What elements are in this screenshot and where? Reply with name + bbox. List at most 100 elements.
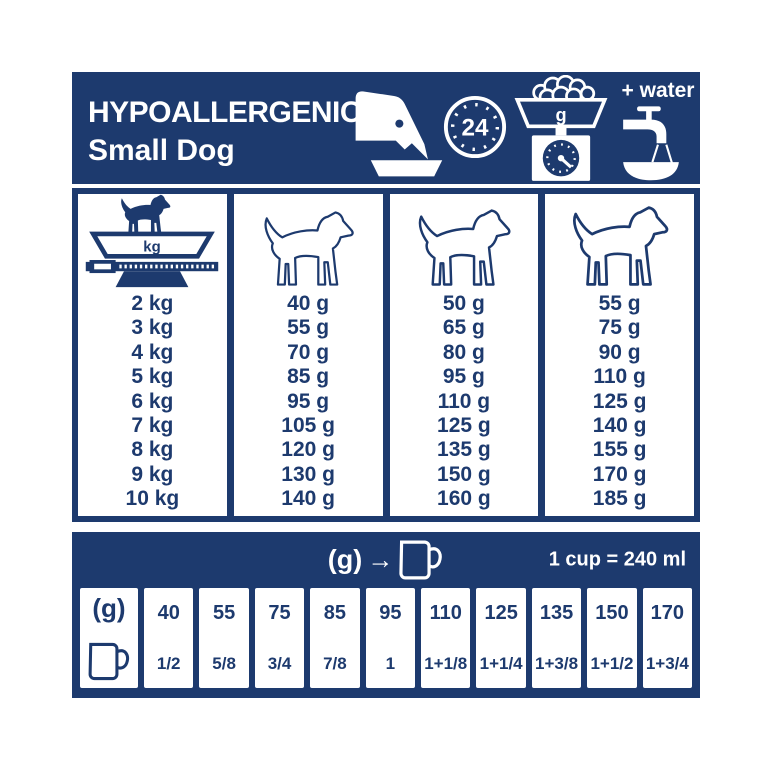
conversion-column: 125 1+1/4 xyxy=(476,588,526,688)
conversion-header: (g) → 1 cup = 240 ml xyxy=(80,532,692,588)
header-bar: HYPOALLERGENIC Small Dog 24 g xyxy=(72,72,700,184)
ration-value: 95 g xyxy=(287,389,330,413)
dog-outline-icon xyxy=(419,209,511,286)
scale-pan-unit-label: g xyxy=(555,105,566,125)
ration-value: 120 g xyxy=(281,438,335,462)
cups-value: 1 xyxy=(385,653,396,673)
feeding-table: kg 2 kg 3 kg 4 kg 5 kg 6 kg 7 kg 8 kg 9 kg 10 kg… xyxy=(72,188,700,522)
ration-value: 40 g xyxy=(287,292,330,315)
ration-value: 70 g xyxy=(287,340,330,364)
ration-value: 90 g xyxy=(598,340,641,364)
grams-to-cup-legend: (g) → xyxy=(328,540,444,581)
grams-value: 110 xyxy=(429,602,462,625)
cups-value: 1+1/8 xyxy=(424,653,468,673)
conversion-column: 170 1+3/4 xyxy=(642,588,693,688)
ration-value: 155 g xyxy=(592,438,647,462)
cups-value: 1+1/4 xyxy=(479,653,523,673)
ration-value: 185 g xyxy=(592,487,647,510)
ration-value: 110 g xyxy=(437,389,491,413)
cups-value: 1+3/4 xyxy=(645,653,689,673)
weight-row: 7 kg xyxy=(131,413,174,437)
conversion-column: 75 3/4 xyxy=(254,588,305,688)
arrow-icon: → xyxy=(367,544,394,575)
ration-value: 170 g xyxy=(592,462,647,486)
grams-value: 170 xyxy=(650,602,685,625)
ration-value: 125 g xyxy=(592,389,647,413)
dog-outline-icon xyxy=(573,206,669,286)
cups-value: 1/2 xyxy=(156,653,181,673)
conversion-column: 135 1+3/8 xyxy=(531,588,582,688)
conversion-column: 150 1+1/2 xyxy=(587,588,637,688)
ration-value: 105 g xyxy=(281,413,335,437)
grams-value: 150 xyxy=(595,602,629,625)
ration-column-3: 55 g 75 g 90 g 110 g 125 g 140 g 155 g 170 g 185… xyxy=(545,194,694,516)
ration-value: 95 g xyxy=(442,365,485,389)
ration-column-2: 50 g 65 g 80 g 95 g 110 g 125 g 135 g 150 g 160 … xyxy=(389,194,539,516)
grams-symbol: (g) xyxy=(327,544,363,575)
cup-icon xyxy=(399,540,443,580)
conversion-table: (g) 40 1/2 55 5/8 75 3/4 85 7/8 95 1 110 1+1/8 125 1+… xyxy=(80,588,693,688)
ration-values-2: 50 g 65 g 80 g 95 g 110 g 125 g 135 g 150 g 160 … xyxy=(390,288,539,516)
kibble-pile xyxy=(532,75,596,106)
ration-value: 50 g xyxy=(442,292,485,315)
weight-row: 3 kg xyxy=(131,316,174,340)
ration-column-1-header xyxy=(234,194,383,288)
feeding-guide-panel: HYPOALLERGENIC Small Dog 24 g xyxy=(72,72,700,698)
dog-on-scale-icon: kg xyxy=(86,194,219,288)
ration-value: 75 g xyxy=(598,316,641,340)
add-water-block: + water xyxy=(616,79,700,183)
ration-value: 80 g xyxy=(442,340,485,364)
weight-column-header: kg xyxy=(78,194,227,288)
grams-value: 75 xyxy=(268,602,291,625)
grams-row-label: (g) xyxy=(92,593,126,623)
ration-value: 135 g xyxy=(437,438,491,462)
conversion-column: 55 5/8 xyxy=(199,588,249,688)
water-faucet-icon xyxy=(623,106,679,181)
weight-row: 8 kg xyxy=(131,438,174,462)
conversion-column: 85 7/8 xyxy=(310,588,360,688)
ration-value: 125 g xyxy=(437,413,491,437)
ration-values-3: 55 g 75 g 90 g 110 g 125 g 140 g 155 g 170 g 185… xyxy=(545,288,694,516)
conversion-row-labels: (g) xyxy=(80,588,138,688)
cups-value: 7/8 xyxy=(323,653,347,673)
24h-clock-icon: 24 xyxy=(443,95,507,159)
conversion-column: 40 1/2 xyxy=(144,588,194,688)
grams-value: 85 xyxy=(323,602,347,625)
weight-row: 10 kg xyxy=(125,487,180,510)
ration-values-1: 40 g 55 g 70 g 85 g 95 g 105 g 120 g 130 g 140 g xyxy=(234,288,383,516)
grams-value: 125 xyxy=(484,602,518,625)
kitchen-scale-icon: g xyxy=(514,75,608,181)
ration-value: 130 g xyxy=(281,462,335,486)
product-title-line1: HYPOALLERGENIC xyxy=(88,96,362,129)
ration-value: 110 g xyxy=(593,365,646,389)
dog-outline-icon xyxy=(264,211,354,286)
ration-column-1: 40 g 55 g 70 g 85 g 95 g 105 g 120 g 130 g 140 g xyxy=(233,194,383,516)
conversion-column: 110 1+1/8 xyxy=(421,588,471,688)
cups-value: 5/8 xyxy=(212,653,236,673)
weight-row: 5 kg xyxy=(131,365,174,389)
weight-row: 4 kg xyxy=(131,340,174,364)
weight-row: 2 kg xyxy=(131,292,174,315)
grams-value: 95 xyxy=(379,602,402,625)
weight-values: 2 kg 3 kg 4 kg 5 kg 6 kg 7 kg 8 kg 9 kg 10 kg xyxy=(78,288,227,516)
cup-icon xyxy=(88,642,130,681)
conversion-columns: 40 1/2 55 5/8 75 3/4 85 7/8 95 1 110 1+1/8 125 1+1/4 1… xyxy=(144,588,693,688)
weight-pan-label: kg xyxy=(144,239,161,256)
ration-value: 140 g xyxy=(592,413,647,437)
water-label: + water xyxy=(621,79,695,102)
dog-eating-bowl-icon xyxy=(355,91,443,177)
cups-value: 1+1/2 xyxy=(590,653,634,673)
product-title-line2: Small Dog xyxy=(88,134,235,167)
ration-column-2-header xyxy=(390,194,539,288)
ration-value: 140 g xyxy=(281,487,335,510)
cups-value: 1+3/8 xyxy=(535,653,579,673)
ration-value: 65 g xyxy=(442,316,485,340)
ration-value: 85 g xyxy=(287,365,330,389)
cup-equivalence-note: 1 cup = 240 ml xyxy=(548,548,686,571)
ration-value: 160 g xyxy=(437,487,491,510)
ration-value: 55 g xyxy=(287,316,330,340)
grams-value: 40 xyxy=(157,602,180,625)
cups-value: 3/4 xyxy=(267,653,292,673)
ration-value: 150 g xyxy=(437,462,491,486)
grams-value: 135 xyxy=(539,602,574,625)
